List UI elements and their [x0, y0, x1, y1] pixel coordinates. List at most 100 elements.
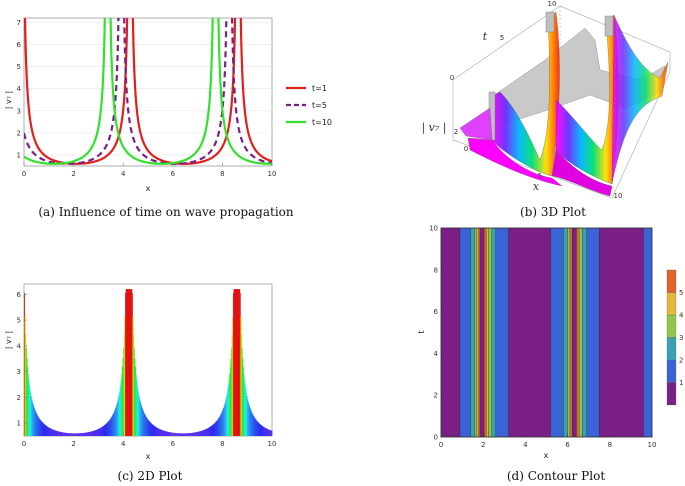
d-contour-band: [576, 227, 579, 438]
a-x-tick-label: 6: [171, 170, 176, 178]
panel-b-axis-labels: 10 5 0 t | v₇ | 2 0 5 10 x: [421, 0, 622, 200]
d-contour-band: [484, 227, 487, 438]
c-area-slice: [184, 433, 186, 436]
c-area-slice: [219, 415, 221, 436]
d-legend-tick-label: 3: [679, 334, 683, 342]
a-y-tick-label: 1: [17, 151, 21, 159]
c-area-slice: [182, 433, 184, 436]
c-area-slice: [58, 431, 60, 436]
c-area-slice: [37, 416, 39, 436]
panel-d-ylabel: t: [417, 330, 426, 333]
c-area-slice: [169, 432, 171, 436]
c-area-slice: [218, 418, 220, 436]
c-area-slice: [244, 379, 246, 436]
c-area-slice: [29, 389, 31, 436]
c-area-slice: [214, 423, 216, 436]
b-t-tick-0: 0: [450, 74, 454, 82]
a-y-tick-label: 4: [17, 85, 22, 93]
c-area-slice: [43, 424, 45, 436]
c-area-slice: [110, 417, 112, 436]
c-area-slice: [246, 396, 248, 436]
c-area-slice: [150, 423, 152, 436]
d-contour-band: [563, 227, 568, 438]
c-area-slice: [260, 425, 262, 436]
panel-a-legend: t=1 t=5 t=10: [286, 84, 332, 127]
c-area-slice: [176, 433, 178, 436]
c-area-slice: [30, 392, 32, 436]
c-area-slice: [98, 428, 100, 436]
c-area-slice: [199, 431, 201, 436]
c-area-slice: [35, 411, 37, 436]
c-area-slice: [126, 289, 128, 436]
c-area-slice: [137, 389, 139, 436]
c-area-slice: [217, 419, 219, 436]
c-area-slice: [201, 430, 203, 436]
c-area-slice: [264, 427, 266, 436]
c-area-slice: [200, 431, 202, 436]
c-area-slice: [172, 432, 174, 436]
c-area-slice: [196, 432, 198, 436]
c-area-slice: [51, 429, 53, 436]
c-area-slice: [78, 433, 80, 436]
c-area-slice: [146, 417, 148, 436]
c-area-slice: [201, 430, 203, 436]
a-series-line-t=10: [24, 18, 272, 165]
c-area-slice: [143, 411, 145, 436]
d-contour-band: [582, 227, 587, 438]
c-area-slice: [105, 423, 107, 436]
c-area-slice: [151, 423, 153, 436]
b-x-tick-10: 10: [614, 192, 623, 200]
c-area-slice: [158, 428, 160, 436]
d-contour-band: [491, 227, 497, 438]
c-area-slice: [87, 432, 89, 436]
c-area-slice: [32, 404, 34, 436]
c-area-slice: [168, 432, 170, 436]
c-area-slice: [171, 432, 173, 436]
c-area-slice: [86, 432, 88, 436]
c-area-slice: [54, 430, 56, 436]
a-legend-label: t=10: [312, 118, 332, 127]
panel-d-xlabel: x: [544, 451, 549, 460]
c-area-slice: [62, 432, 64, 436]
c-area-slice: [102, 426, 104, 436]
c-area-slice: [115, 406, 117, 436]
c-area-slice: [65, 432, 67, 436]
c-area-slice: [220, 414, 222, 436]
c-area-slice: [69, 433, 71, 436]
c-area-slice: [188, 433, 190, 436]
c-area-slice: [74, 433, 76, 436]
c-area-slice: [95, 429, 97, 436]
c-area-slice: [27, 366, 29, 436]
c-area-slice: [48, 427, 50, 436]
d-y-tick-label: 6: [434, 308, 439, 316]
c-area-slice: [131, 292, 133, 436]
c-area-slice: [123, 334, 125, 436]
c-area-slice: [242, 366, 244, 436]
b-t-tick-5: 5: [500, 34, 504, 42]
c-area-slice: [205, 429, 207, 436]
d-legend-swatch: [666, 337, 677, 361]
c-area-slice: [233, 289, 235, 436]
c-area-slice: [32, 401, 34, 436]
a-y-tick-label: 6: [17, 41, 22, 49]
c-area-slice: [144, 414, 146, 436]
surface-wave-2-right: [611, 14, 669, 185]
a-y-tick-label: 5: [17, 63, 21, 71]
d-legend-tick-label: 5: [679, 289, 683, 297]
c-area-slice: [174, 432, 176, 436]
c-area-slice: [131, 289, 133, 436]
c-area-slice: [260, 424, 262, 436]
c-area-slice: [24, 316, 26, 436]
c-area-slice: [188, 433, 190, 436]
c-area-slice: [72, 433, 74, 436]
b-x-tick-5: 5: [538, 172, 542, 180]
b-x-tick-0: 0: [464, 145, 468, 153]
c-area-slice: [268, 429, 270, 436]
d-contour-band: [567, 227, 570, 438]
c-area-slice: [60, 432, 62, 436]
c-area-slice: [87, 432, 89, 436]
c-area-slice: [161, 430, 163, 436]
c-area-slice: [214, 422, 216, 436]
d-contour-band: [440, 227, 461, 438]
c-area-slice: [112, 415, 114, 436]
